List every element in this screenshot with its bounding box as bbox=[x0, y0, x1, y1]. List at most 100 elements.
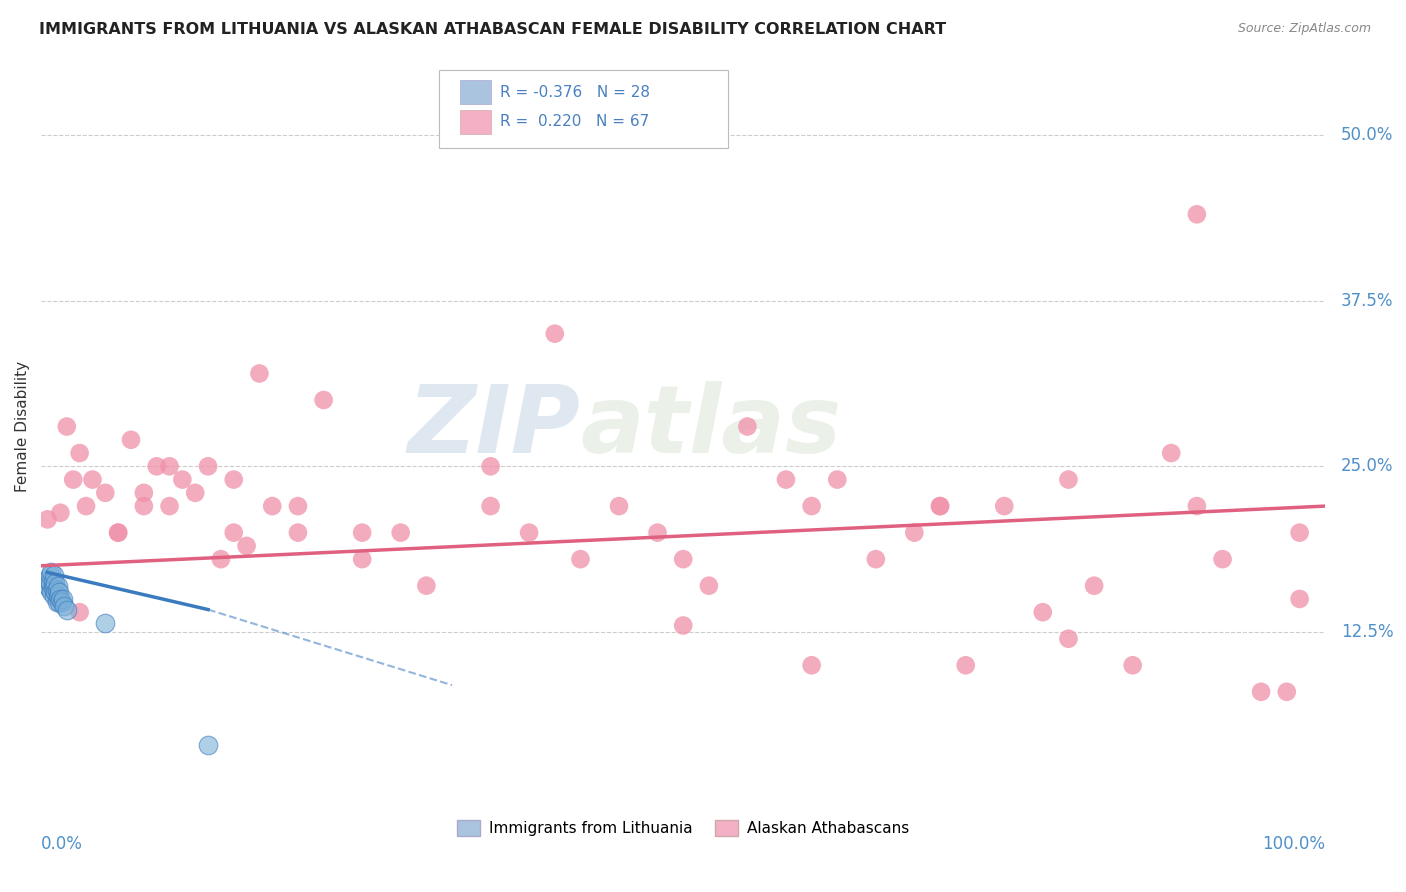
Point bbox=[62, 473, 84, 487]
Point bbox=[45, 582, 67, 597]
Point bbox=[929, 499, 952, 513]
Point bbox=[479, 459, 502, 474]
Point bbox=[159, 459, 181, 474]
Point bbox=[107, 525, 129, 540]
Point bbox=[389, 525, 412, 540]
Point bbox=[49, 591, 72, 606]
Text: 50.0%: 50.0% bbox=[1341, 126, 1393, 144]
Point bbox=[672, 618, 695, 632]
Point bbox=[222, 525, 245, 540]
Point bbox=[45, 594, 67, 608]
Text: ZIP: ZIP bbox=[408, 381, 581, 473]
Point bbox=[865, 552, 887, 566]
Point bbox=[479, 499, 502, 513]
Point bbox=[38, 582, 60, 596]
Text: atlas: atlas bbox=[581, 381, 842, 473]
Point bbox=[517, 525, 540, 540]
Point bbox=[1083, 579, 1105, 593]
Point bbox=[159, 499, 181, 513]
Point bbox=[51, 594, 73, 608]
Point bbox=[903, 525, 925, 540]
Point bbox=[39, 576, 62, 591]
Point bbox=[569, 552, 592, 566]
Point bbox=[37, 512, 59, 526]
Point bbox=[42, 589, 65, 603]
Point bbox=[197, 459, 219, 474]
Point bbox=[184, 486, 207, 500]
Point bbox=[197, 738, 219, 752]
Text: Source: ZipAtlas.com: Source: ZipAtlas.com bbox=[1237, 22, 1371, 36]
Text: 37.5%: 37.5% bbox=[1341, 292, 1393, 310]
Y-axis label: Female Disability: Female Disability bbox=[15, 361, 30, 492]
Point bbox=[775, 473, 797, 487]
Point bbox=[49, 506, 72, 520]
Point bbox=[1122, 658, 1144, 673]
Point bbox=[48, 585, 70, 599]
Text: R = -0.376   N = 28: R = -0.376 N = 28 bbox=[499, 85, 650, 100]
Point bbox=[46, 579, 69, 593]
Point bbox=[209, 552, 232, 566]
Point bbox=[132, 486, 155, 500]
Point bbox=[69, 605, 91, 619]
Point bbox=[1288, 525, 1310, 540]
Point bbox=[955, 658, 977, 673]
FancyBboxPatch shape bbox=[460, 80, 491, 104]
Point bbox=[41, 566, 63, 580]
Point bbox=[235, 539, 257, 553]
Point bbox=[1288, 591, 1310, 606]
Point bbox=[827, 473, 849, 487]
Point bbox=[647, 525, 669, 540]
Point bbox=[56, 602, 79, 616]
Point bbox=[222, 473, 245, 487]
Point bbox=[800, 499, 823, 513]
Point bbox=[42, 568, 65, 582]
Point bbox=[75, 499, 97, 513]
Point bbox=[352, 552, 374, 566]
FancyBboxPatch shape bbox=[460, 110, 491, 134]
Point bbox=[132, 499, 155, 513]
Point bbox=[46, 589, 69, 603]
Point bbox=[1185, 499, 1208, 513]
Point bbox=[53, 599, 76, 613]
Point bbox=[737, 419, 759, 434]
Point bbox=[41, 582, 63, 596]
Text: R =  0.220   N = 67: R = 0.220 N = 67 bbox=[499, 114, 648, 129]
Text: 0.0%: 0.0% bbox=[41, 835, 83, 853]
Point bbox=[1057, 473, 1080, 487]
Point bbox=[312, 392, 335, 407]
Point bbox=[1032, 605, 1054, 619]
Point bbox=[44, 585, 66, 599]
Point bbox=[52, 591, 75, 606]
Text: 12.5%: 12.5% bbox=[1341, 624, 1393, 641]
Point bbox=[41, 574, 63, 589]
Point bbox=[48, 594, 70, 608]
Point bbox=[697, 579, 720, 593]
Point bbox=[69, 446, 91, 460]
Point bbox=[41, 585, 63, 599]
Text: 25.0%: 25.0% bbox=[1341, 458, 1393, 475]
Text: IMMIGRANTS FROM LITHUANIA VS ALASKAN ATHABASCAN FEMALE DISABILITY CORRELATION CH: IMMIGRANTS FROM LITHUANIA VS ALASKAN ATH… bbox=[39, 22, 946, 37]
Point bbox=[94, 486, 117, 500]
Point bbox=[352, 525, 374, 540]
Point bbox=[1212, 552, 1234, 566]
Point bbox=[38, 574, 60, 589]
Point bbox=[42, 579, 65, 593]
Point bbox=[1160, 446, 1182, 460]
Point bbox=[287, 525, 309, 540]
FancyBboxPatch shape bbox=[439, 70, 728, 148]
Point bbox=[56, 419, 79, 434]
Point bbox=[107, 525, 129, 540]
Point bbox=[287, 499, 309, 513]
Point bbox=[415, 579, 437, 593]
Point bbox=[39, 568, 62, 582]
Point bbox=[1185, 207, 1208, 221]
Point bbox=[120, 433, 142, 447]
Point bbox=[800, 658, 823, 673]
Point bbox=[993, 499, 1015, 513]
Point bbox=[262, 499, 284, 513]
Point bbox=[44, 576, 66, 591]
Point bbox=[544, 326, 567, 341]
Point bbox=[37, 579, 59, 593]
Point bbox=[1057, 632, 1080, 646]
Point bbox=[1275, 685, 1298, 699]
